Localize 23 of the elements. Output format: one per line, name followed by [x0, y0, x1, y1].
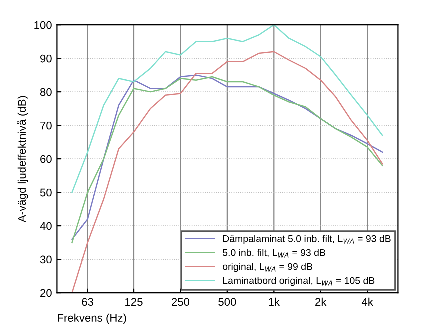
y-tick-label: 40: [40, 222, 52, 230]
y-tick-label: 90: [40, 54, 52, 63]
x-tick-label: 1k: [269, 298, 280, 306]
legend-label: original, L$_{WA}$ = 99 dB: [223, 263, 312, 272]
y-tick-label: 50: [40, 188, 52, 197]
x-axis-title: Frekvens (Hz): [58, 314, 126, 324]
legend-label: Laminatbord original, L$_{WA}$ = 105 dB: [223, 277, 375, 286]
x-tick-label: 250: [172, 298, 190, 306]
legend-label: Dämpalaminat 5.0 inb. filt, L$_{WA}$ = 93 dB: [223, 235, 391, 244]
y-tick-label: 100: [34, 21, 52, 30]
legend-label: 5.0 inb. filt, L$_{WA}$ = 93 dB: [223, 249, 326, 258]
y-tick-label: 60: [40, 155, 52, 164]
x-tick-label: 125: [126, 298, 143, 306]
y-axis-title: A-vägd ljudeffektnivå (dB): [16, 96, 28, 223]
x-tick-label: 500: [218, 298, 236, 306]
y-tick-label: 30: [40, 256, 52, 264]
y-tick-label: 80: [40, 88, 52, 96]
x-tick-label: 4k: [362, 298, 374, 306]
x-tick-label: 2k: [316, 298, 327, 306]
y-tick-label: 70: [40, 122, 52, 130]
line-series: [72, 25, 384, 194]
y-tick-label: 20: [40, 289, 52, 298]
x-tick-label: 63: [82, 298, 94, 306]
